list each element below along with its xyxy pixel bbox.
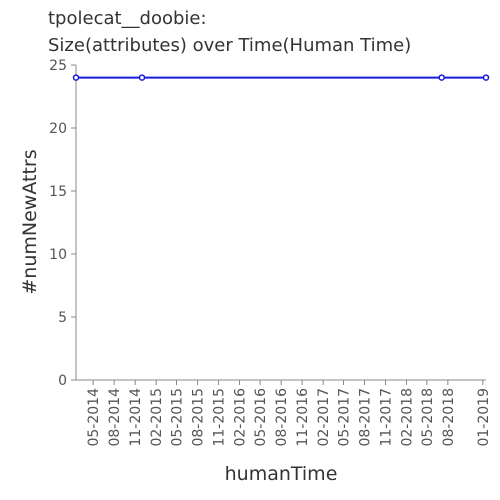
data-point	[438, 74, 445, 81]
data-point	[138, 74, 146, 81]
x-tick-label: 05-2018	[420, 388, 436, 447]
data-point	[72, 74, 80, 81]
y-tick-label: 20	[49, 121, 67, 137]
x-tick-label: 05-2017	[336, 388, 352, 447]
y-axis-label: #numNewAttrs	[19, 149, 41, 294]
plot-area	[75, 65, 486, 381]
y-axis-ticks: 0 5 10 15 20 25	[49, 58, 76, 389]
x-tick-label: 08-2016	[274, 388, 290, 447]
x-tick-label: 02-2016	[233, 388, 249, 447]
x-axis-label: humanTime	[225, 463, 338, 485]
x-tick-label: 08-2017	[357, 388, 373, 447]
x-tick-label: 01-2019	[476, 388, 492, 447]
x-tick-label: 11-2017	[378, 388, 394, 447]
x-tick-label: 11-2015	[212, 388, 228, 447]
x-tick-label: 11-2014	[128, 388, 144, 447]
series-group	[72, 74, 490, 81]
x-tick-label: 11-2016	[295, 388, 311, 447]
x-tick-label: 05-2014	[86, 388, 102, 447]
y-tick-label: 0	[58, 373, 67, 389]
y-tick-label: 25	[49, 58, 67, 74]
x-tick-label: 08-2014	[107, 388, 123, 447]
x-axis-ticks: 05-2014 08-2014 11-2014 02-2015 05-2015 08-20…	[86, 380, 492, 447]
x-tick-label: 08-2018	[441, 388, 457, 447]
data-point	[482, 74, 490, 81]
x-tick-label: 02-2018	[400, 388, 416, 447]
y-tick-label: 5	[58, 310, 67, 326]
x-tick-label: 05-2015	[170, 388, 186, 447]
chart-title-line-2: Size(attributes) over Time(Human Time)	[48, 35, 411, 56]
chart-title-line-1: tpolecat__doobie:	[48, 8, 207, 29]
x-tick-label: 05-2016	[253, 388, 269, 447]
y-tick-label: 10	[49, 247, 67, 263]
x-tick-label: 02-2017	[316, 388, 332, 447]
x-tick-label: 08-2015	[191, 388, 207, 447]
x-tick-label: 02-2015	[149, 388, 165, 447]
y-tick-label: 15	[49, 184, 67, 200]
